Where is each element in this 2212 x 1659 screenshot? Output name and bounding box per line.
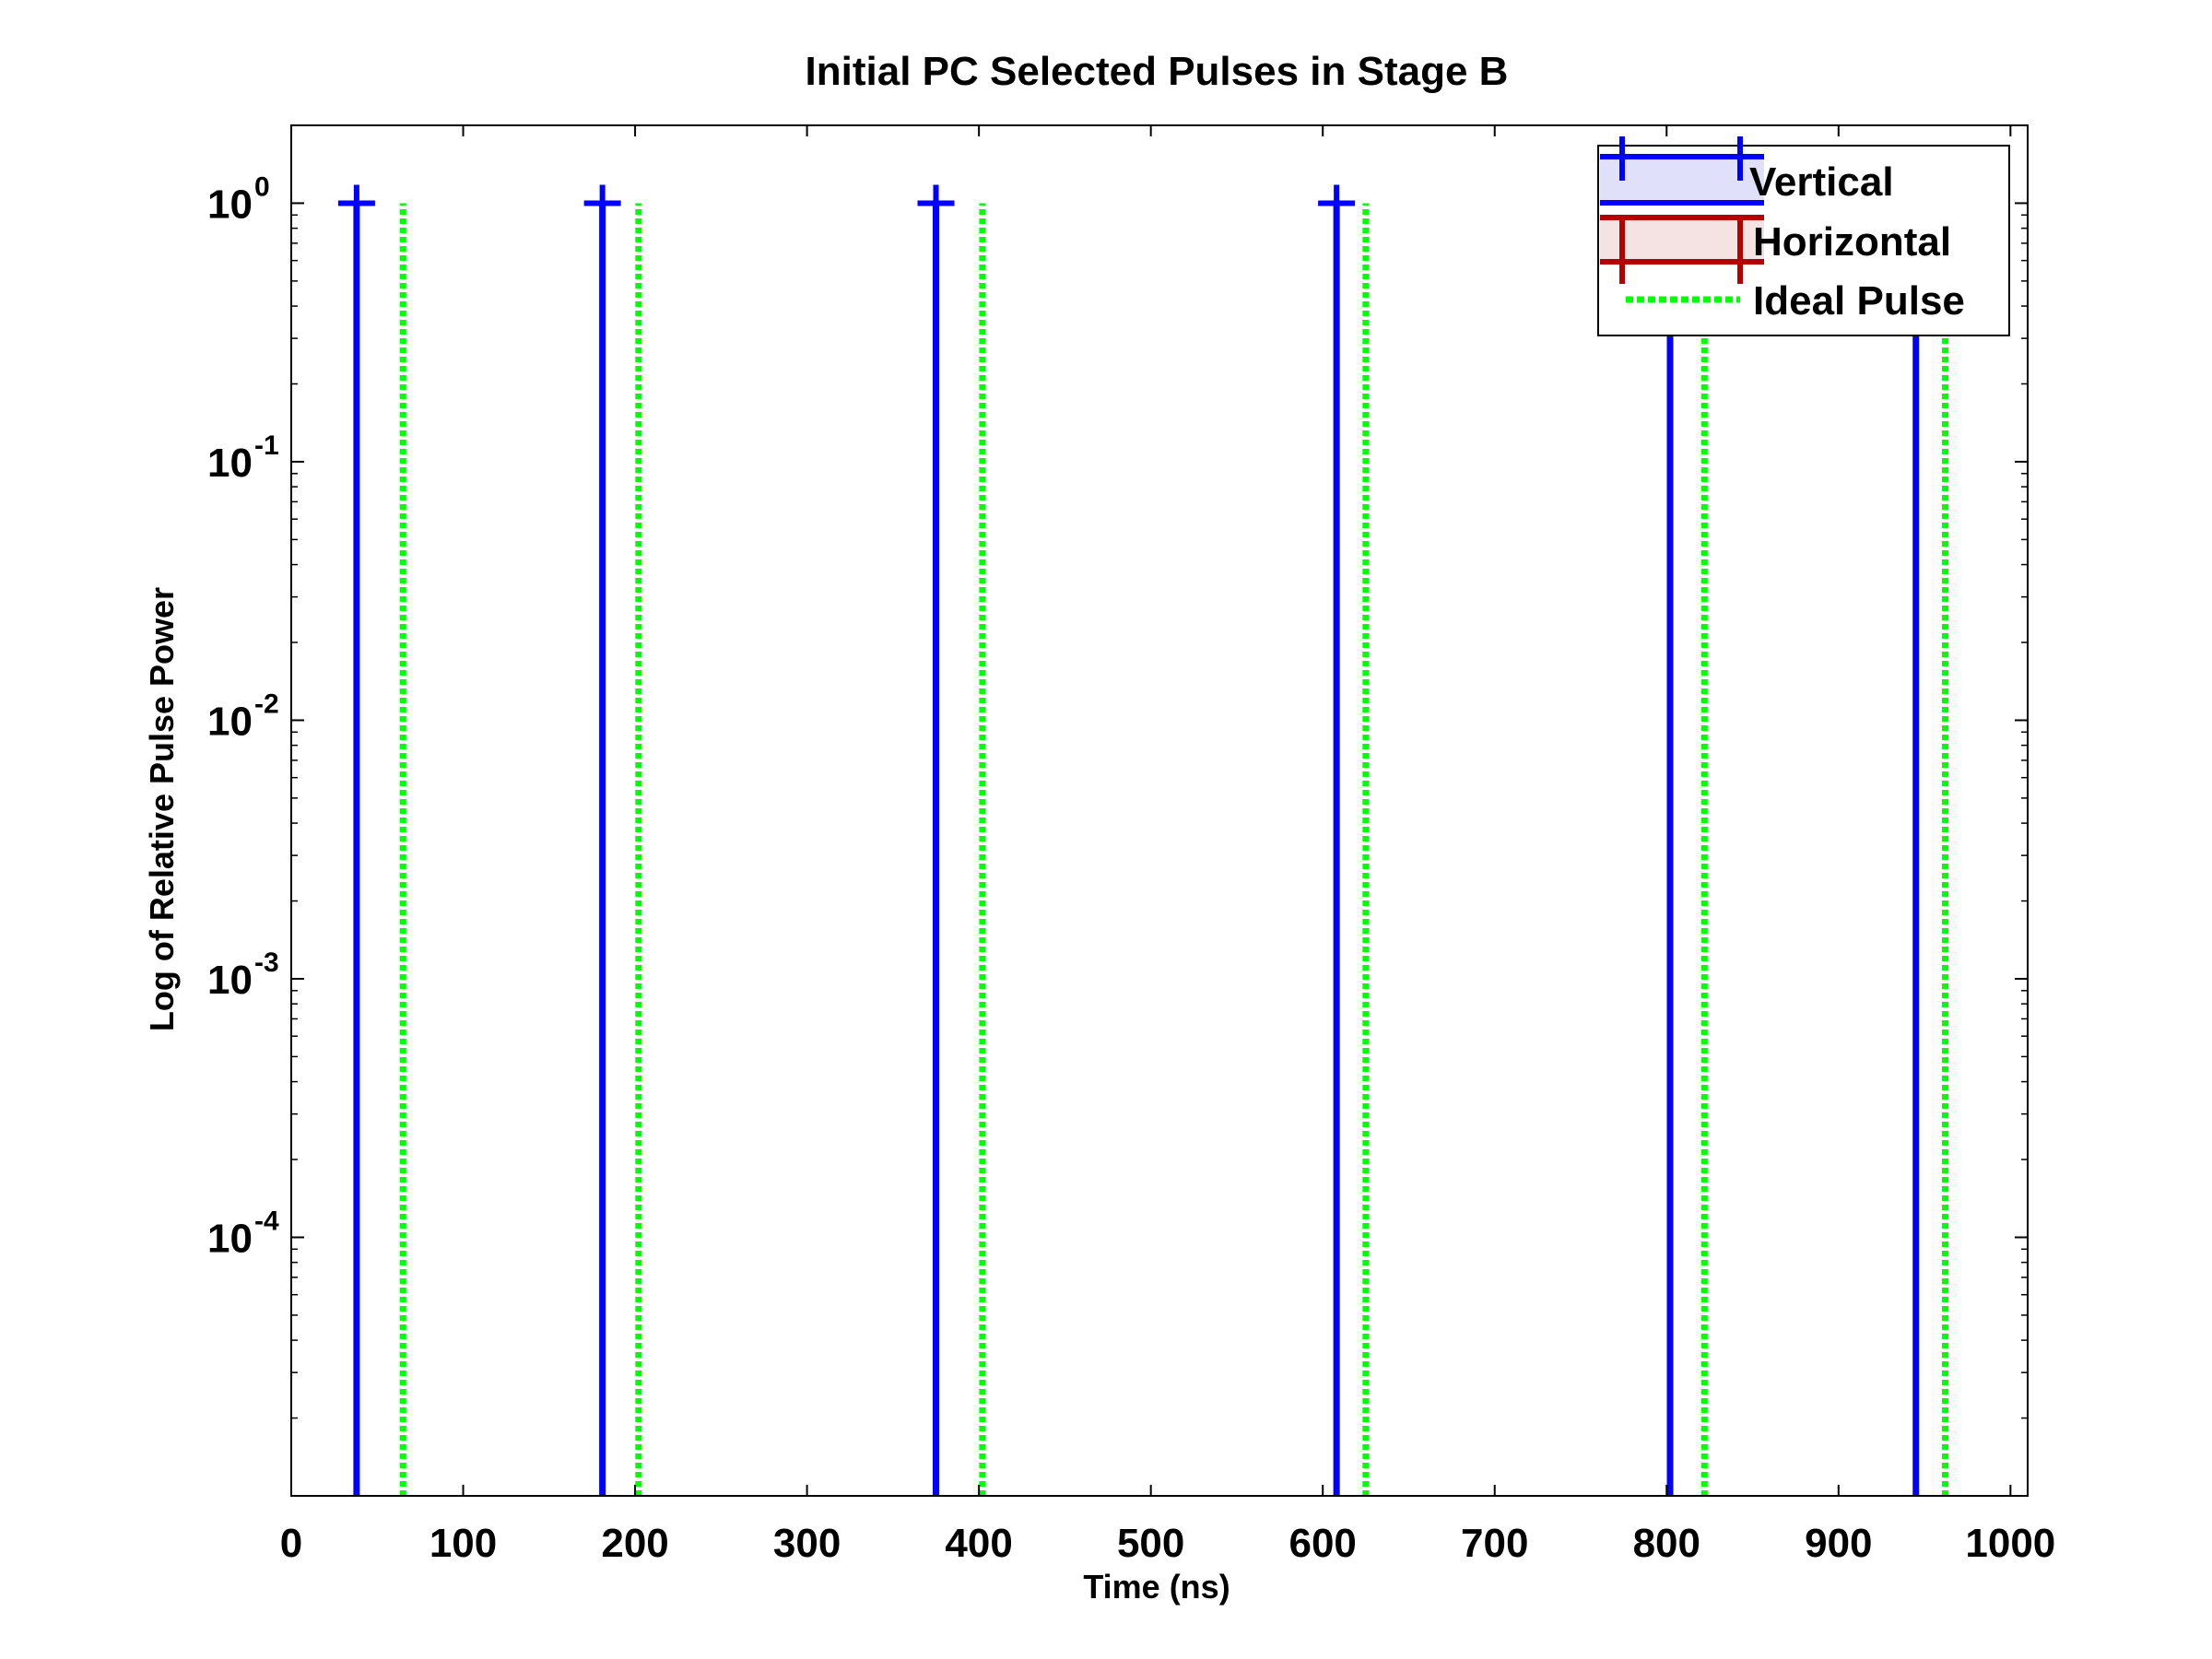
legend-horizontal-label: Horizontal [1753, 219, 1951, 265]
y-tick-exponent: -4 [254, 1206, 279, 1236]
y-axis-label: Log of Relative Pulse Power [143, 587, 181, 1031]
vertical-pulse-marker [337, 184, 375, 222]
y-tick-base: 10 [207, 182, 253, 227]
x-tick-label: 900 [1805, 1521, 1872, 1566]
y-tick-label: 10 -3 [207, 947, 279, 1003]
legend-vertical-swatch [1600, 157, 1764, 203]
x-tick-label: 400 [945, 1521, 1012, 1566]
y-tick-exponent: -1 [254, 430, 279, 461]
x-tick-label: 200 [601, 1521, 668, 1566]
legend: Vertical Horizontal Ideal Pulse [1597, 136, 2010, 336]
plot-frame [290, 124, 2029, 1497]
y-tick-label: 10 -4 [207, 1206, 279, 1261]
legend-vertical-label: Vertical [1749, 159, 1894, 205]
chart-title: Initial PC Selected Pulses in Stage B [806, 49, 1509, 94]
vertical-pulse-marker [1318, 184, 1356, 222]
y-tick-base: 10 [207, 699, 253, 744]
legend-ideal-label: Ideal Pulse [1753, 278, 1965, 324]
vertical-pulse-marker [583, 184, 621, 222]
y-tick-label: 10 -1 [207, 430, 279, 486]
x-tick-label: 100 [429, 1521, 497, 1566]
x-tick-label: 800 [1633, 1521, 1700, 1566]
vertical-pulse-marker [917, 184, 955, 222]
x-tick-label: 0 [280, 1521, 302, 1566]
x-tick-label: 700 [1461, 1521, 1528, 1566]
x-tick-label: 600 [1288, 1521, 1356, 1566]
x-tick-label: 500 [1117, 1521, 1184, 1566]
y-tick-base: 10 [207, 441, 253, 486]
y-tick-label: 10 -2 [207, 688, 279, 744]
y-tick-exponent: -3 [254, 947, 279, 978]
y-tick-exponent: -2 [254, 688, 279, 719]
x-axis-label: Time (ns) [1083, 1568, 1230, 1606]
legend-horizontal-swatch [1600, 218, 1764, 262]
y-tick-label: 10 0 [207, 171, 270, 227]
x-tick-label: 300 [773, 1521, 841, 1566]
x-tick-label: 1000 [1965, 1521, 2055, 1566]
series-layer [337, 184, 1948, 1496]
y-tick-base: 10 [207, 1216, 253, 1261]
y-tick-exponent: 0 [254, 171, 270, 202]
y-tick-base: 10 [207, 958, 253, 1003]
